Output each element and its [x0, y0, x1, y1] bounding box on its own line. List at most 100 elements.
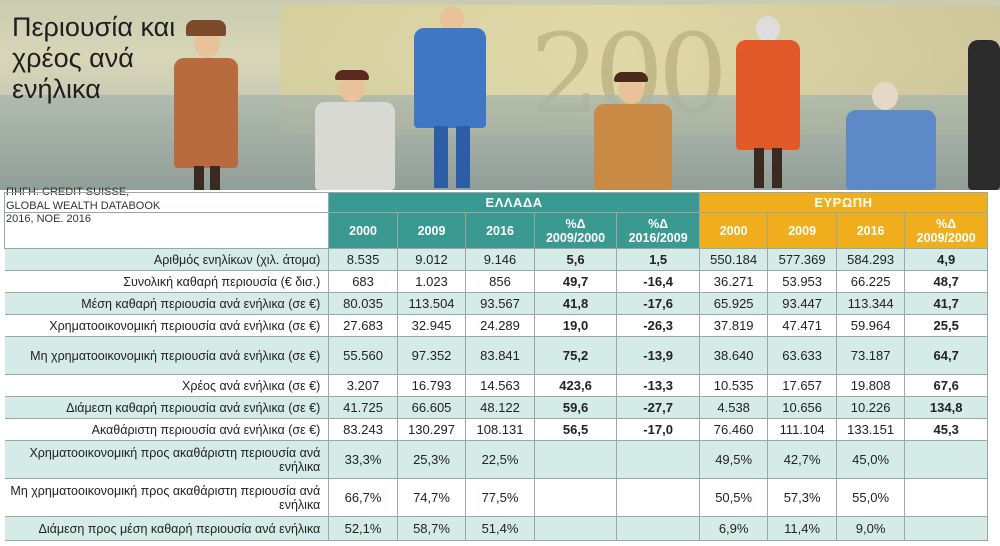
col-header-gr-2000: 2000: [328, 212, 398, 249]
row-label: Διάμεση καθαρή περιουσία ανά ενήλικα (σε…: [4, 396, 330, 419]
cell-greece: 3.207: [328, 374, 398, 397]
cell-greece: 16.793: [396, 374, 467, 397]
page-title: Περιουσία και χρέος ανά ενήλικα: [12, 12, 176, 104]
cell-europe: 38.640: [698, 336, 769, 375]
cell-greece: [533, 516, 618, 541]
col-header-gr-change-2016-2009: %Δ 2016/2009: [616, 212, 700, 249]
cell-greece: -26,3: [616, 314, 700, 337]
col-header-eu-change-2009-2000: %Δ 2009/2000: [904, 212, 988, 249]
table-row: Διάμεση καθαρή περιουσία ανά ενήλικα (σε…: [4, 396, 988, 419]
cell-europe: 17.657: [767, 374, 837, 397]
cell-europe: 59.964: [835, 314, 906, 337]
cell-greece: 56,5: [533, 418, 618, 441]
cell-greece: 8.535: [328, 248, 398, 271]
row-label: Χρηματοοικονομική περιουσία ανά ενήλικα …: [4, 314, 330, 337]
cell-greece: 14.563: [465, 374, 535, 397]
cell-europe: 133.151: [835, 418, 906, 441]
cell-europe: 111.104: [767, 418, 837, 441]
cell-europe: 49,5%: [698, 440, 769, 479]
table-row: Συνολική καθαρή περιουσία (€ δισ.) 683 1.0…: [4, 270, 988, 293]
cell-europe: 50,5%: [698, 478, 769, 517]
cell-greece: 97.352: [396, 336, 467, 375]
cell-greece: 55.560: [328, 336, 398, 375]
cell-greece: 49,7: [533, 270, 618, 293]
table-row: Μέση καθαρή περιουσία ανά ενήλικα (σε €)…: [4, 292, 988, 315]
wealth-table: ΕΛΛΑΔΑ ΕΥΡΩΠΗ 2000 2009 2016 %Δ 2009/200…: [3, 192, 989, 541]
table-row: Αριθμός ενηλίκων (χιλ. άτομα) 8.535 9.012 9…: [4, 248, 988, 271]
row-label: Μη χρηματοοικονομική προς ακαθάριστη περ…: [4, 478, 330, 517]
cell-europe: 134,8: [904, 396, 988, 419]
cell-europe: 6,9%: [698, 516, 769, 541]
cell-greece: [616, 440, 700, 479]
col-header-eu-2009: 2009: [767, 212, 837, 249]
cell-europe: 47.471: [767, 314, 837, 337]
cell-greece: 9.012: [396, 248, 467, 271]
figurine-orange-coat: [728, 12, 808, 190]
figurine-blue-suit: [400, 0, 500, 190]
group-greece: ΕΛΛΑΔΑ: [328, 192, 700, 213]
cell-greece: 59,6: [533, 396, 618, 419]
row-label: Μέση καθαρή περιουσία ανά ενήλικα (σε €): [4, 292, 330, 315]
cell-greece: 74,7%: [396, 478, 467, 517]
table-row: Χρέος ανά ενήλικα (σε €) 3.207 16.793 14.56…: [4, 374, 988, 397]
cell-europe: 11,4%: [767, 516, 837, 541]
header-photo: 200: [0, 0, 1000, 190]
cell-greece: -17,0: [616, 418, 700, 441]
cell-greece: 25,3%: [396, 440, 467, 479]
figurine-grey-suit: [305, 70, 405, 190]
cell-europe: 4.538: [698, 396, 769, 419]
cell-greece: 1,5: [616, 248, 700, 271]
cell-greece: 1.023: [396, 270, 467, 293]
cell-greece: [616, 516, 700, 541]
cell-europe: 63.633: [767, 336, 837, 375]
cell-greece: 41,8: [533, 292, 618, 315]
table-row: Μη χρηματοοικονομική προς ακαθάριστη περ…: [4, 478, 988, 517]
row-label: Μη χρηματοοικονομική περιουσία ανά ενήλι…: [4, 336, 330, 375]
cell-europe: 64,7: [904, 336, 988, 375]
column-header-row: 2000 2009 2016 %Δ 2009/2000 %Δ 2016/2009…: [3, 212, 988, 249]
cell-greece: -27,7: [616, 396, 700, 419]
table-row: Χρηματοοικονομική περιουσία ανά ενήλικα …: [4, 314, 988, 337]
table-row: Ακαθάριστη περιουσία ανά ενήλικα (σε €) 8…: [4, 418, 988, 441]
cell-greece: -13,3: [616, 374, 700, 397]
cell-greece: [533, 478, 618, 517]
figurine-brown-coat: [168, 20, 248, 190]
cell-europe: 113.344: [835, 292, 906, 315]
cell-europe: 25,5: [904, 314, 988, 337]
cell-europe: 584.293: [835, 248, 906, 271]
cell-greece: 24.289: [465, 314, 535, 337]
col-header-eu-2000: 2000: [698, 212, 769, 249]
cell-europe: 48,7: [904, 270, 988, 293]
group-header-row: ΕΛΛΑΔΑ ΕΥΡΩΠΗ: [3, 192, 989, 213]
cell-europe: 37.819: [698, 314, 769, 337]
cell-greece: 856: [465, 270, 535, 293]
cell-greece: 33,3%: [328, 440, 398, 479]
cell-europe: 53.953: [767, 270, 837, 293]
group-europe: ΕΥΡΩΠΗ: [698, 192, 989, 213]
cell-greece: 32.945: [396, 314, 467, 337]
cell-greece: 19,0: [533, 314, 618, 337]
cell-europe: 9,0%: [835, 516, 906, 541]
cell-greece: 80.035: [328, 292, 398, 315]
table-row: Διάμεση προς μέση καθαρή περιουσία ανά ε…: [4, 516, 988, 541]
cell-europe: 76.460: [698, 418, 769, 441]
cell-europe: 42,7%: [767, 440, 837, 479]
cell-greece: 113.504: [396, 292, 467, 315]
cell-greece: 58,7%: [396, 516, 467, 541]
cell-greece: 41.725: [328, 396, 398, 419]
cell-greece: 130.297: [396, 418, 467, 441]
cell-europe: 45,3: [904, 418, 988, 441]
row-label: Διάμεση προς μέση καθαρή περιουσία ανά ε…: [4, 516, 330, 541]
cell-greece: 51,4%: [465, 516, 535, 541]
col-header-eu-2016: 2016: [835, 212, 906, 249]
cell-europe: 36.271: [698, 270, 769, 293]
cell-europe: 73.187: [835, 336, 906, 375]
cell-europe: 10.535: [698, 374, 769, 397]
cell-greece: 52,1%: [328, 516, 398, 541]
cell-greece: [533, 440, 618, 479]
cell-europe: 4,9: [904, 248, 988, 271]
cell-greece: -13,9: [616, 336, 700, 375]
cell-greece: 108.131: [465, 418, 535, 441]
cell-europe: 55,0%: [835, 478, 906, 517]
cell-europe: [904, 478, 988, 517]
